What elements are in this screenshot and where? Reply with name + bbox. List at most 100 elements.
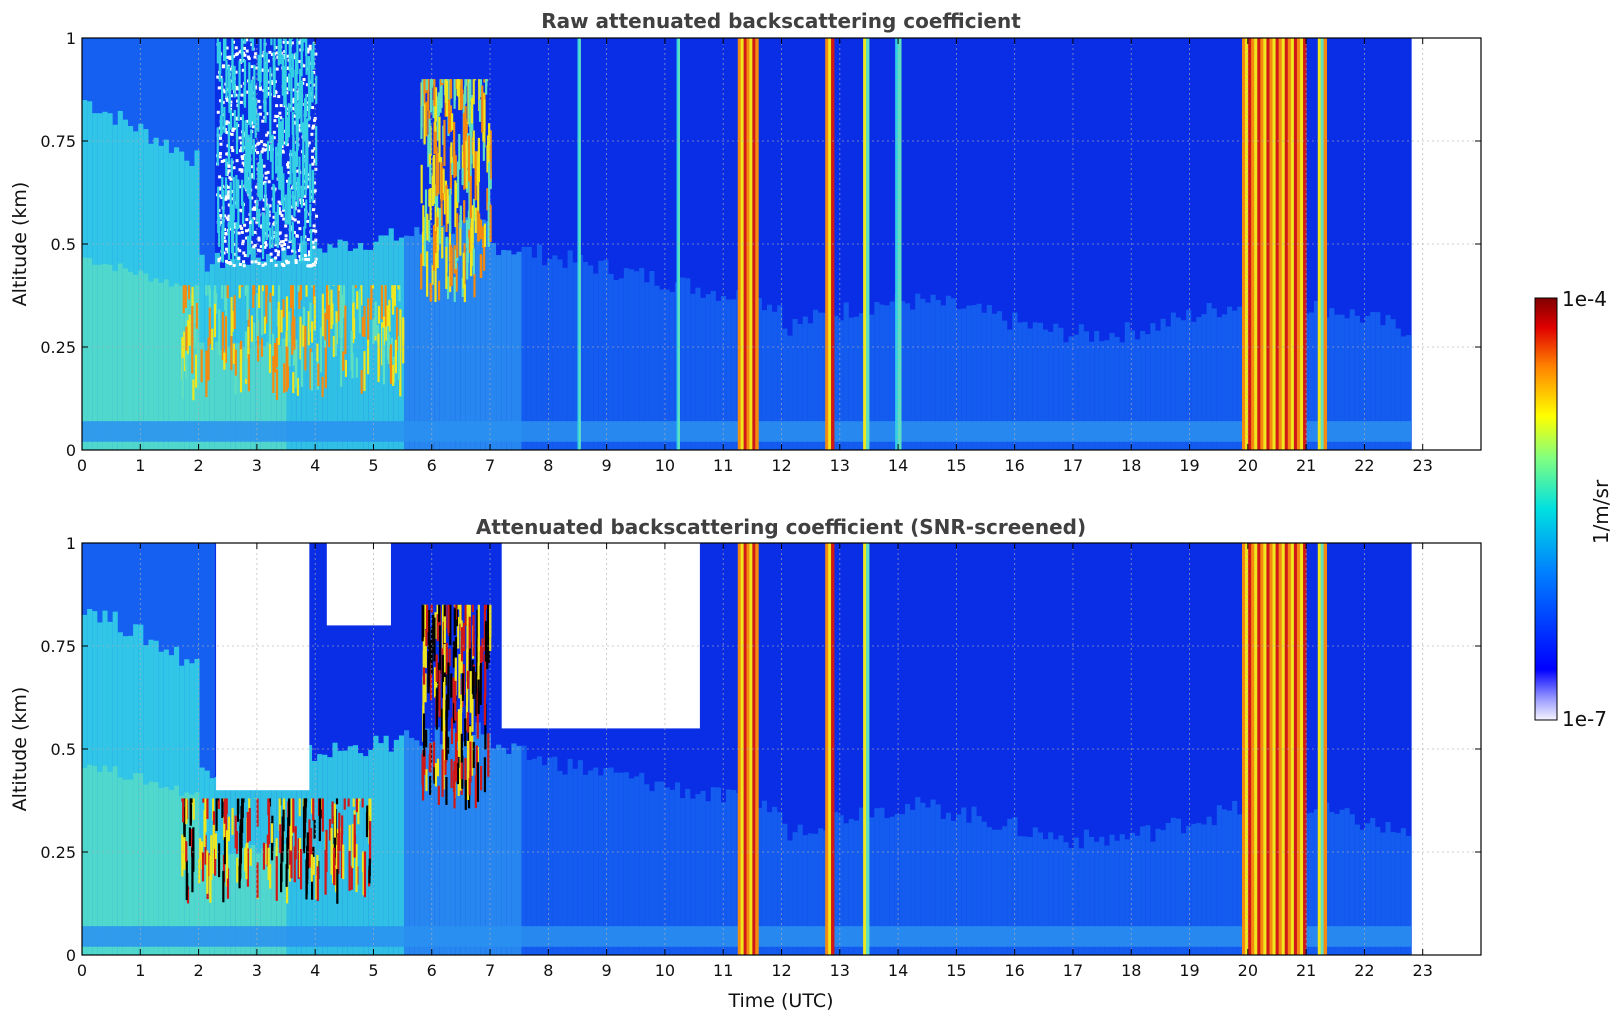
boundary-layer-cell	[1017, 322, 1024, 450]
aerosol-cloud-streak	[489, 130, 492, 180]
boundary-layer-cell	[818, 828, 824, 955]
heatmap-column	[756, 38, 763, 450]
noise-speckle	[226, 66, 230, 70]
boundary-layer-core	[92, 264, 98, 450]
noise-speckle	[307, 141, 311, 145]
boundary-layer-cell	[388, 751, 395, 955]
aerosol-cloud-streak	[304, 209, 307, 229]
aerosol-cloud-streak	[402, 320, 405, 364]
aerosol-cloud-streak	[459, 704, 463, 747]
aerosol-cloud-streak	[265, 208, 268, 232]
boundary-layer-cell	[1012, 817, 1019, 955]
noise-speckle	[223, 214, 227, 218]
noise-speckle	[255, 66, 259, 70]
aerosol-cloud-streak	[279, 131, 282, 181]
aerosol-cloud-streak	[303, 38, 306, 43]
aerosol-cloud-streak	[476, 638, 479, 684]
noise-speckle	[232, 166, 236, 170]
boundary-layer-cell	[1191, 823, 1197, 955]
aerosol-cloud-streak	[450, 717, 454, 744]
x-tick-label: 12	[771, 961, 791, 980]
noise-speckle	[258, 105, 262, 109]
boundary-layer-cell	[1078, 324, 1085, 450]
aerosol-cloud-streak	[452, 703, 456, 722]
noise-speckle	[265, 143, 269, 147]
boundary-layer-core	[271, 344, 277, 450]
aerosol-cloud-streak	[343, 798, 346, 810]
noise-speckle	[228, 262, 232, 266]
boundary-layer-core	[97, 772, 104, 955]
aerosol-cloud-streak	[258, 208, 261, 228]
aerosol-cloud-streak	[305, 55, 308, 75]
noise-speckle	[296, 82, 300, 86]
aerosol-cloud-streak	[438, 604, 441, 623]
noise-speckle	[302, 64, 306, 68]
noise-speckle	[312, 224, 316, 228]
y-axis-label-screened: Altitude (km)	[9, 687, 31, 812]
boundary-layer-cell	[812, 309, 819, 450]
aerosol-cloud-streak	[449, 79, 452, 99]
noise-speckle	[219, 142, 223, 146]
cloud-column-strip	[1317, 543, 1322, 955]
boundary-layer-cell	[659, 781, 666, 955]
aerosol-cloud-streak	[232, 176, 235, 221]
aerosol-cloud-streak	[250, 129, 253, 155]
aerosol-cloud-streak	[275, 146, 278, 174]
aerosol-cloud-streak	[427, 134, 430, 168]
aerosol-cloud-streak	[263, 215, 266, 242]
aerosol-cloud-streak	[476, 693, 479, 739]
y-axis-label-raw: Altitude (km)	[9, 182, 31, 307]
boundary-layer-cell	[731, 299, 737, 450]
aerosol-cloud-streak	[368, 816, 372, 864]
x-tick-label: 19	[1179, 456, 1199, 475]
boundary-layer-cell	[756, 807, 763, 955]
boundary-layer-cell	[1216, 805, 1223, 955]
heatmap-column	[547, 38, 553, 450]
aerosol-cloud-streak	[278, 798, 281, 831]
aerosol-cloud-streak	[422, 205, 425, 241]
boundary-layer-cell	[634, 776, 640, 955]
boundary-layer-core	[199, 851, 206, 955]
noise-speckle	[227, 203, 231, 207]
heatmap-column	[833, 543, 840, 955]
aerosol-cloud-streak	[438, 625, 442, 674]
boundary-layer-core	[163, 279, 170, 450]
boundary-layer-cell	[649, 791, 656, 955]
aerosol-cloud-streak	[483, 79, 486, 83]
noise-speckle	[250, 196, 254, 200]
noise-speckle	[256, 142, 260, 146]
boundary-layer-cell	[950, 820, 957, 955]
aerosol-cloud-streak	[293, 237, 296, 255]
boundary-layer-cell	[971, 806, 978, 955]
aerosol-cloud-streak	[234, 349, 237, 376]
aerosol-cloud-streak	[220, 100, 223, 135]
aerosol-cloud-streak	[484, 654, 487, 697]
aerosol-cloud-streak	[235, 222, 238, 257]
boundary-layer-cell	[496, 744, 502, 955]
heatmap-column	[782, 38, 789, 450]
aerosol-cloud-streak	[456, 213, 459, 258]
noise-speckle	[277, 206, 281, 210]
aerosol-cloud-streak	[324, 850, 327, 895]
aerosol-cloud-streak	[377, 333, 380, 383]
boundary-layer-core	[255, 344, 262, 450]
aerosol-cloud-streak	[363, 306, 366, 337]
x-axis-label: Time (UTC)	[727, 990, 833, 1012]
aerosol-cloud-streak	[450, 142, 453, 163]
boundary-layer-cell	[705, 801, 712, 955]
boundary-layer-cell	[1037, 322, 1044, 450]
noise-speckle	[285, 259, 289, 263]
aerosol-cloud-streak	[281, 816, 284, 852]
noise-speckle	[242, 260, 246, 264]
aerosol-cloud-streak	[249, 83, 252, 128]
aerosol-cloud-streak	[294, 826, 297, 860]
aerosol-cloud-streak	[257, 321, 260, 362]
aerosol-cloud-streak	[444, 79, 447, 103]
aerosol-cloud-streak	[284, 38, 287, 58]
aerosol-cloud-streak	[489, 604, 492, 637]
aerosol-cloud-streak	[192, 798, 195, 820]
noise-speckle	[221, 88, 225, 92]
noise-speckle	[279, 116, 283, 120]
boundary-layer-cell	[567, 758, 574, 955]
aerosol-cloud-streak	[443, 643, 446, 673]
